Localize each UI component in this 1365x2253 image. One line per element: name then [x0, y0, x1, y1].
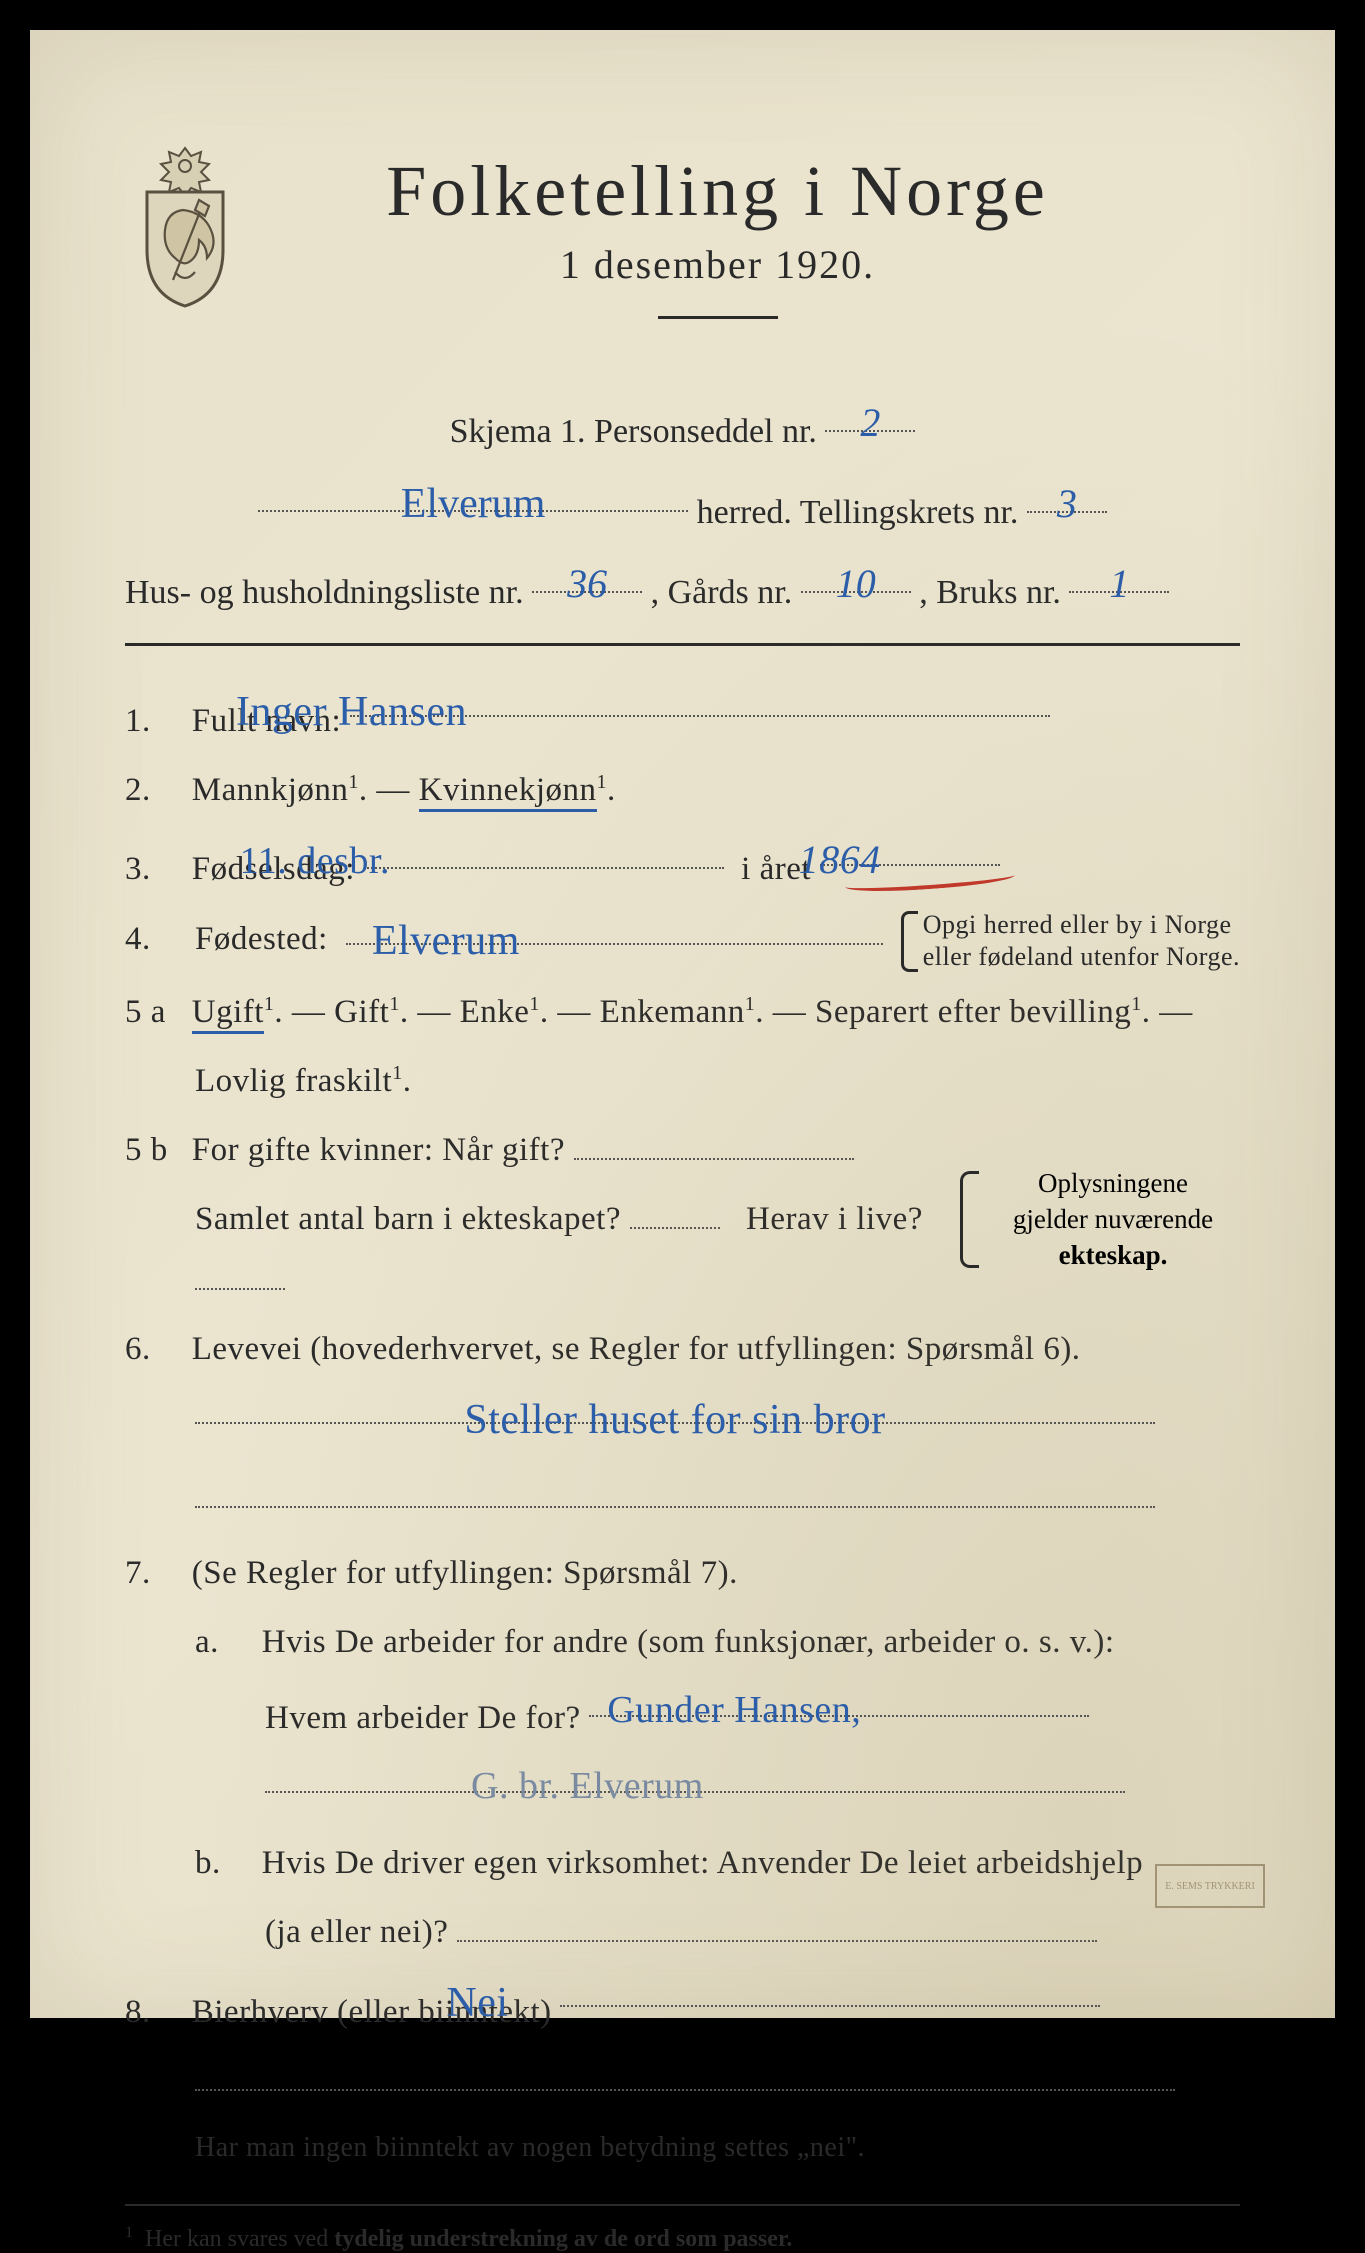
q8-value: Nei	[510, 1965, 522, 2043]
page-subtitle: 1 desember 1920.	[275, 241, 1160, 288]
q7a-l2: Hvem arbeider De for? Gunder Hansen,	[125, 1681, 1240, 1749]
q5a-opt-separert: Separert efter bevilling	[815, 994, 1131, 1030]
q7b-l1: Hvis De driver egen virksomhet: Anvender…	[262, 1845, 1143, 1881]
title-divider	[658, 316, 778, 319]
q2-num: 2.	[125, 760, 183, 821]
q5a-cont: Lovlig fraskilt1.	[125, 1051, 1240, 1112]
q7b: b. Hvis De driver egen virksomhet: Anven…	[125, 1833, 1240, 1894]
q5b-num: 5 b	[125, 1120, 183, 1181]
q2-opt-a: Mannkjønn	[192, 772, 349, 808]
printer-stamp: E. SEMS TRYKKERI	[1155, 1864, 1265, 1908]
q7-num: 7.	[125, 1543, 183, 1604]
q7a-num: a.	[195, 1612, 253, 1673]
q1-num: 1.	[125, 691, 183, 752]
bruks-label: , Bruks nr.	[919, 574, 1061, 611]
q2: 2. Mannkjønn1. — Kvinnekjønn1.	[125, 760, 1240, 821]
q5b-l2: Samlet antal barn i ekteskapet? Herav i …	[125, 1189, 960, 1311]
q6: 6. Levevei (hovederhvervet, se Regler fo…	[125, 1319, 1240, 1380]
hus-label: Hus- og husholdningsliste nr.	[125, 574, 524, 611]
footer-note-1: Har man ingen biinntekt av nogen betydni…	[125, 2122, 1240, 2174]
q6-num: 6.	[125, 1319, 183, 1380]
tellingskrets-nr: 3	[1051, 470, 1083, 538]
q4-note: Opgi herred eller by i Norge eller fødel…	[901, 909, 1240, 974]
herred-label: herred. Tellingskrets nr.	[697, 494, 1019, 531]
bruks-nr: 1	[1103, 550, 1135, 618]
coat-of-arms-icon	[125, 140, 245, 310]
footer-note-2: 1 Her kan svares ved tydelig understrekn…	[125, 2224, 1240, 2253]
q6-value: Steller huset for sin bror	[458, 1382, 891, 1460]
hus-nr: 36	[561, 550, 613, 618]
q7b-num: b.	[195, 1833, 253, 1894]
q8-blank-line	[125, 2051, 1240, 2112]
q4-label: Fødested:	[195, 909, 328, 970]
q7a-l3: G. br. Elverum	[125, 1757, 1240, 1825]
main-divider	[125, 643, 1240, 646]
q7a-value: Gunder Hansen,	[601, 1675, 867, 1745]
footer2-pre: Her kan svares ved	[145, 2226, 334, 2252]
q5b: 5 b For gifte kvinner: Når gift? Samlet …	[125, 1120, 1240, 1319]
header: Folketelling i Norge 1 desember 1920.	[125, 150, 1240, 355]
skjema-label: Skjema 1. Personseddel nr.	[450, 413, 817, 450]
q5b-note-l3: ekteskap.	[1059, 1240, 1168, 1270]
gards-label: , Gårds nr.	[651, 574, 793, 611]
q5b-l2b: Herav i live?	[746, 1201, 923, 1237]
herred-value: Elverum	[395, 469, 552, 540]
q5b-note-l2: gjelder nuværende	[1013, 1204, 1213, 1234]
personseddel-nr: 2	[854, 389, 886, 457]
q5b-l2a: Samlet antal barn i ekteskapet?	[195, 1201, 621, 1237]
meta-hus-line: Hus- og husholdningsliste nr. 36 , Gårds…	[125, 556, 1240, 622]
q8-num: 8.	[125, 1982, 183, 2043]
q8: 8. Bierhverv (eller biinntekt) Nei	[125, 1971, 1240, 2043]
q7a-l2-label: Hvem arbeider De for?	[265, 1700, 581, 1736]
q7b-l2: (ja eller nei)?	[125, 1902, 1240, 1963]
q7a-value2: G. br. Elverum	[465, 1751, 710, 1821]
q3-num: 3.	[125, 839, 183, 900]
q5a-opt-ugift: Ugift	[192, 994, 264, 1034]
meta-skjema-line: Skjema 1. Personseddel nr. 2	[125, 395, 1240, 461]
q4-note-l2: eller fødeland utenfor Norge.	[923, 942, 1240, 971]
footer-divider	[125, 2204, 1240, 2206]
q1: 1. Fullt navn: Inger Hansen	[125, 680, 1240, 752]
q5a-opt-enke: Enke	[460, 994, 530, 1030]
q4-num: 4.	[125, 909, 195, 970]
title-block: Folketelling i Norge 1 desember 1920.	[275, 150, 1240, 355]
q5a-num: 5 a	[125, 982, 183, 1043]
footer2-bold: tydelig understrekning av de ord som pas…	[334, 2226, 792, 2252]
page-title: Folketelling i Norge	[275, 150, 1160, 233]
q4-note-l1: Opgi herred eller by i Norge	[923, 910, 1232, 939]
q6-value-line: Steller huset for sin bror	[125, 1388, 1240, 1460]
q7a-l1: Hvis De arbeider for andre (som funksjon…	[262, 1624, 1115, 1660]
q7a: a. Hvis De arbeider for andre (som funks…	[125, 1612, 1240, 1673]
meta-herred-line: Elverum herred. Tellingskrets nr. 3	[125, 475, 1240, 542]
q1-value: Inger Hansen	[300, 674, 473, 752]
q3: 3. Fødselsdag: 11. desbr. i året 1864	[125, 829, 1240, 900]
q5b-l1a: For gifte kvinner: Når gift?	[192, 1132, 565, 1168]
q6-blank-line	[125, 1468, 1240, 1529]
q4: 4. Fødested: Elverum Opgi herred eller b…	[125, 909, 1240, 974]
q4-value: Elverum	[366, 903, 526, 981]
q5a-opt-fraskilt: Lovlig fraskilt	[195, 1063, 392, 1099]
q7: 7. (Se Regler for utfyllingen: Spørsmål …	[125, 1543, 1240, 1604]
q7-label: (Se Regler for utfyllingen: Spørsmål 7).	[192, 1555, 738, 1591]
census-form-page: Folketelling i Norge 1 desember 1920. Sk…	[30, 30, 1335, 2018]
q2-opt-b-selected: Kvinnekjønn	[419, 772, 597, 812]
q5b-l1: 5 b For gifte kvinner: Når gift?	[125, 1120, 960, 1181]
gards-nr: 10	[830, 550, 882, 618]
q6-label: Levevei (hovederhvervet, se Regler for u…	[192, 1331, 1081, 1367]
q7b-l2-label: (ja eller nei)?	[265, 1914, 448, 1950]
q5a-opt-enkemann: Enkemann	[600, 994, 745, 1030]
q5a-opt-gift: Gift	[334, 994, 389, 1030]
q3-day: 11. desbr.	[304, 826, 409, 896]
q5a: 5 a Ugift1. — Gift1. — Enke1. — Enkemann…	[125, 982, 1240, 1043]
stamp-text: E. SEMS TRYKKERI	[1165, 1881, 1255, 1892]
q5b-note: Oplysningene gjelder nuværende ekteskap.	[960, 1165, 1240, 1274]
q5b-note-l1: Oplysningene	[1038, 1168, 1188, 1198]
